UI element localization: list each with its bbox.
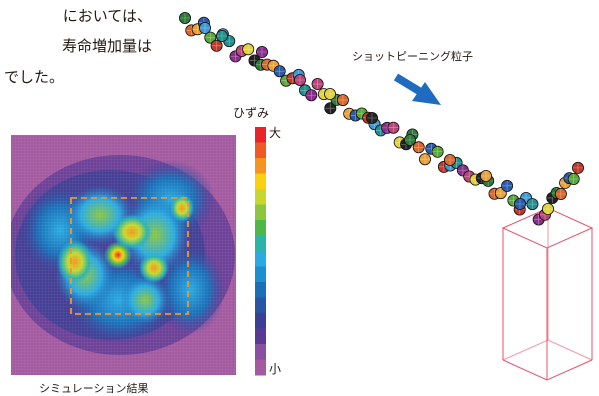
particle	[501, 179, 514, 192]
particle	[273, 65, 286, 78]
particle-mesh	[568, 173, 579, 184]
particle-mesh	[521, 192, 532, 203]
particle-mesh	[543, 204, 553, 214]
particle	[336, 94, 349, 107]
particle-mesh	[180, 13, 190, 23]
particle	[418, 153, 431, 166]
particle-mesh	[337, 95, 348, 106]
particle	[526, 198, 539, 211]
colorbar-segment	[255, 282, 266, 298]
particle	[567, 172, 580, 185]
particle-mesh	[445, 155, 455, 165]
particle	[215, 29, 228, 42]
particle-mesh	[325, 89, 335, 99]
particle	[554, 187, 567, 200]
particle	[242, 43, 255, 56]
particle-mesh	[413, 142, 424, 153]
colorbar-segment	[255, 173, 266, 190]
particle-mesh	[515, 199, 525, 209]
particle-mesh	[388, 122, 399, 133]
particle-mesh	[481, 171, 491, 181]
particle	[293, 74, 306, 87]
particle	[542, 202, 555, 215]
colorbar-segment	[255, 204, 266, 221]
particles-label: ショットピーニング粒子	[352, 50, 473, 63]
particle-mesh	[420, 154, 430, 165]
colorbar-segment	[255, 297, 266, 314]
strain-colorbar	[255, 127, 266, 376]
colorbar-segment	[255, 251, 266, 267]
particle-mesh	[295, 75, 305, 85]
body-text: においては、 寿命増加量は でした。	[0, 0, 160, 132]
colorbar-segment	[255, 313, 266, 329]
particle	[479, 169, 492, 182]
particle-mesh	[224, 36, 235, 47]
particle-mesh	[495, 188, 506, 199]
colorbar-segment	[255, 266, 266, 283]
particle	[514, 197, 527, 210]
particle	[198, 21, 211, 34]
particle-mesh	[325, 103, 336, 114]
simulation-result-caption: シミュレーション結果	[39, 382, 149, 395]
particle	[178, 11, 191, 24]
particle	[431, 145, 444, 158]
particle-mesh	[502, 180, 513, 191]
particle-mesh	[217, 31, 227, 41]
particle	[204, 31, 217, 44]
particle-mesh	[200, 23, 210, 33]
particle-mesh	[205, 32, 216, 43]
shot-peening-particles	[178, 11, 585, 226]
particle-mesh	[405, 135, 415, 145]
scale-max-label: 大	[269, 126, 282, 140]
specimen-wireframe-box	[501, 207, 594, 381]
colorbar-segment	[255, 359, 266, 376]
particle-mesh	[527, 199, 538, 210]
colorbar-segment	[255, 158, 266, 174]
strain-label: ひずみ	[233, 106, 270, 120]
body-text-line-3: でした。	[3, 68, 64, 86]
particle	[305, 89, 318, 102]
particle	[365, 112, 378, 125]
particle	[255, 46, 268, 59]
particle-mesh	[211, 40, 222, 51]
colorbar-segment	[255, 344, 266, 360]
particle-mesh	[573, 162, 583, 173]
colorbar-segment	[255, 189, 266, 205]
particle-mesh	[432, 146, 443, 157]
particle	[443, 153, 456, 166]
particle-mesh	[257, 47, 267, 57]
analysis-region-dashed-box	[70, 197, 189, 315]
particle	[210, 39, 223, 52]
particle-mesh	[274, 66, 285, 77]
colorbar-segment	[255, 220, 266, 236]
particle	[387, 121, 400, 134]
particle-mesh	[243, 44, 254, 55]
particle-mesh	[268, 60, 279, 71]
particle	[572, 161, 585, 174]
body-text-line-1: においては、	[62, 7, 152, 25]
particle	[403, 133, 416, 146]
colorbar-segment	[255, 127, 266, 143]
simulation-heatmap	[11, 135, 236, 375]
body-text-line-2: 寿命増加量は	[61, 37, 152, 55]
colorbar-segment	[255, 328, 266, 345]
particle	[412, 141, 425, 154]
particle-mesh	[457, 165, 468, 176]
particle	[324, 102, 337, 115]
particle-mesh	[306, 90, 317, 101]
particle	[311, 78, 324, 91]
particle-mesh	[555, 188, 566, 199]
particle-mesh	[312, 79, 323, 90]
particle-mesh	[367, 113, 377, 123]
particle	[323, 88, 336, 101]
direction-arrow	[393, 73, 441, 105]
colorbar-segment	[255, 235, 266, 252]
scale-min-label: 小	[269, 362, 282, 376]
particle-mesh	[230, 51, 241, 62]
colorbar-segment	[255, 142, 266, 159]
